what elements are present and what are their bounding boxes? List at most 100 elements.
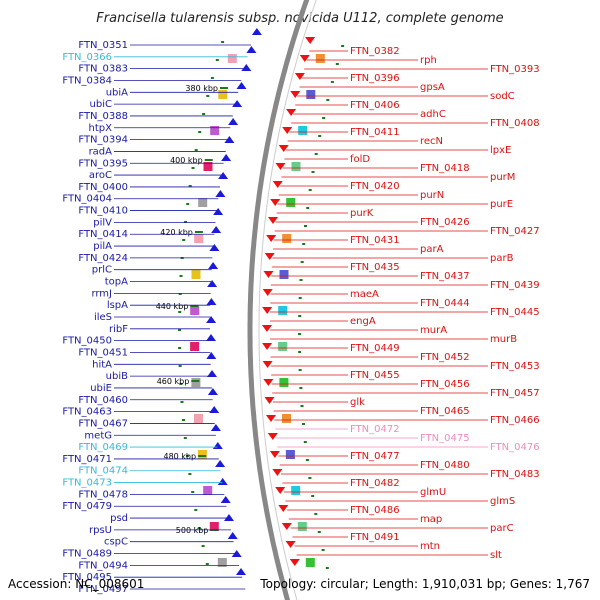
- feature-block: [291, 486, 301, 495]
- gene-label-right: slt: [490, 550, 502, 561]
- gene-label-right: FTN_0435: [350, 262, 400, 273]
- gene-label-right: purN: [420, 190, 444, 201]
- gc-tick: [304, 225, 307, 227]
- feature-block: [190, 342, 200, 351]
- gene-label-right: FTN_0480: [420, 460, 470, 471]
- minus-strand-gene-arrow: [267, 433, 278, 440]
- gc-tick: [197, 527, 201, 529]
- gene-label-right: recN: [420, 136, 443, 147]
- gc-tick: [205, 563, 209, 565]
- feature-block: [298, 126, 308, 135]
- gc-tick: [221, 41, 225, 43]
- plus-strand-gene-arrow: [211, 226, 222, 233]
- kbp-label: 480 kbp: [163, 452, 196, 461]
- gene-label-right: FTN_0382: [350, 46, 400, 57]
- gene-label-left: FTN_0474: [78, 466, 128, 477]
- gene-label-right: FTN_0472: [350, 424, 400, 435]
- feature-block: [203, 486, 213, 495]
- gene-label-right: parB: [490, 253, 514, 264]
- plus-strand-gene-arrow: [206, 334, 216, 341]
- gc-tick: [302, 243, 306, 245]
- minus-strand-gene-arrow: [262, 325, 272, 332]
- gene-label-right: gpsA: [420, 82, 445, 93]
- plus-strand-gene-arrow: [224, 136, 235, 143]
- topology-text: Topology: circular; Length: 1,910,031 bp…: [259, 577, 590, 591]
- plus-strand-gene-arrow: [206, 298, 217, 305]
- gc-tick: [335, 63, 339, 65]
- plus-strand-gene-arrow: [210, 424, 221, 431]
- kbp-label: 380 kbp: [185, 84, 218, 93]
- gene-label-left: FTN_0395: [78, 158, 128, 169]
- gc-tick: [178, 293, 182, 295]
- gene-label-right: purM: [490, 172, 515, 183]
- plus-strand-gene-arrow: [208, 262, 219, 269]
- gene-label-right: FTN_0483: [490, 469, 540, 480]
- gene-label-right: FTN_0465: [420, 406, 470, 417]
- minus-strand-gene-arrow: [275, 487, 286, 494]
- gc-tick: [298, 315, 302, 317]
- gene-label-left: FTN_0366: [62, 52, 112, 63]
- gc-tick: [180, 401, 184, 403]
- accession-text: Accession: NC_008601: [8, 577, 144, 591]
- kbp-label: 400 kbp: [170, 156, 203, 165]
- gc-tick: [210, 77, 214, 79]
- gc-tick: [185, 455, 189, 457]
- gc-tick: [308, 477, 312, 479]
- gene-label-right: FTN_0455: [350, 370, 400, 381]
- gene-label-left: ubiA: [106, 87, 128, 98]
- kbp-label: 460 kbp: [157, 377, 190, 386]
- gc-tick: [206, 95, 210, 97]
- gc-tick: [188, 473, 192, 475]
- feature-block: [291, 162, 301, 171]
- genome-backbone: [247, 0, 317, 600]
- gc-tick: [299, 387, 303, 389]
- gc-tick: [298, 297, 302, 299]
- plus-strand-gene-arrow: [236, 568, 246, 575]
- plus-strand-gene-arrow: [206, 352, 217, 359]
- gene-label-left: metG: [84, 430, 112, 441]
- plus-strand-gene-arrow: [220, 496, 231, 503]
- minus-strand-gene-arrow: [294, 73, 305, 80]
- kbp-label: 440 kbp: [156, 302, 189, 311]
- minus-strand-gene-arrow: [262, 307, 273, 314]
- gc-tick: [308, 189, 312, 191]
- plus-strand-gene-arrow: [241, 64, 252, 71]
- gene-label-left: FTN_0450: [62, 336, 112, 347]
- gene-label-left: pilA: [93, 241, 112, 252]
- feature-block: [217, 558, 227, 567]
- plus-strand-gene-arrow: [246, 46, 257, 53]
- plus-strand-gene-arrow: [206, 316, 217, 323]
- feature-block: [191, 378, 201, 387]
- plus-strand-gene-arrow: [207, 388, 218, 395]
- gene-label-right: FTN_0457: [490, 388, 540, 399]
- feature-block: [282, 414, 291, 423]
- gene-label-right: FTN_0476: [490, 442, 540, 453]
- gene-label-right: engA: [350, 316, 376, 327]
- minus-strand-gene-arrow: [285, 541, 296, 548]
- gc-tick: [326, 99, 330, 101]
- gc-tick: [182, 239, 186, 241]
- gene-label-right: FTN_0466: [490, 415, 540, 426]
- minus-strand-gene-arrow: [305, 37, 316, 44]
- gene-label-left: FTN_0460: [78, 395, 128, 406]
- gene-label-right: FTN_0427: [490, 226, 540, 237]
- gene-label-right: mtn: [420, 541, 440, 552]
- gene-label-right: purE: [490, 199, 513, 210]
- feature-block: [218, 90, 228, 99]
- feature-block: [194, 414, 203, 423]
- gene-label-right: purK: [350, 208, 374, 219]
- minus-strand-gene-arrow: [266, 415, 276, 422]
- gene-label-left: FTN_0497: [78, 584, 128, 595]
- plus-strand-gene-arrow: [232, 100, 243, 107]
- minus-strand-gene-arrow: [282, 127, 293, 134]
- minus-strand-gene-arrow: [262, 343, 273, 350]
- feature-block: [203, 162, 213, 171]
- gene-label-left: ubiE: [90, 383, 112, 394]
- gene-label-right: FTN_0437: [420, 271, 470, 282]
- gene-label-right: glmU: [420, 487, 446, 498]
- gene-label-right: FTN_0418: [420, 163, 470, 174]
- gc-tick: [306, 207, 310, 209]
- gene-label-right: FTN_0393: [490, 64, 540, 75]
- gene-label-left: FTN_0467: [78, 418, 128, 429]
